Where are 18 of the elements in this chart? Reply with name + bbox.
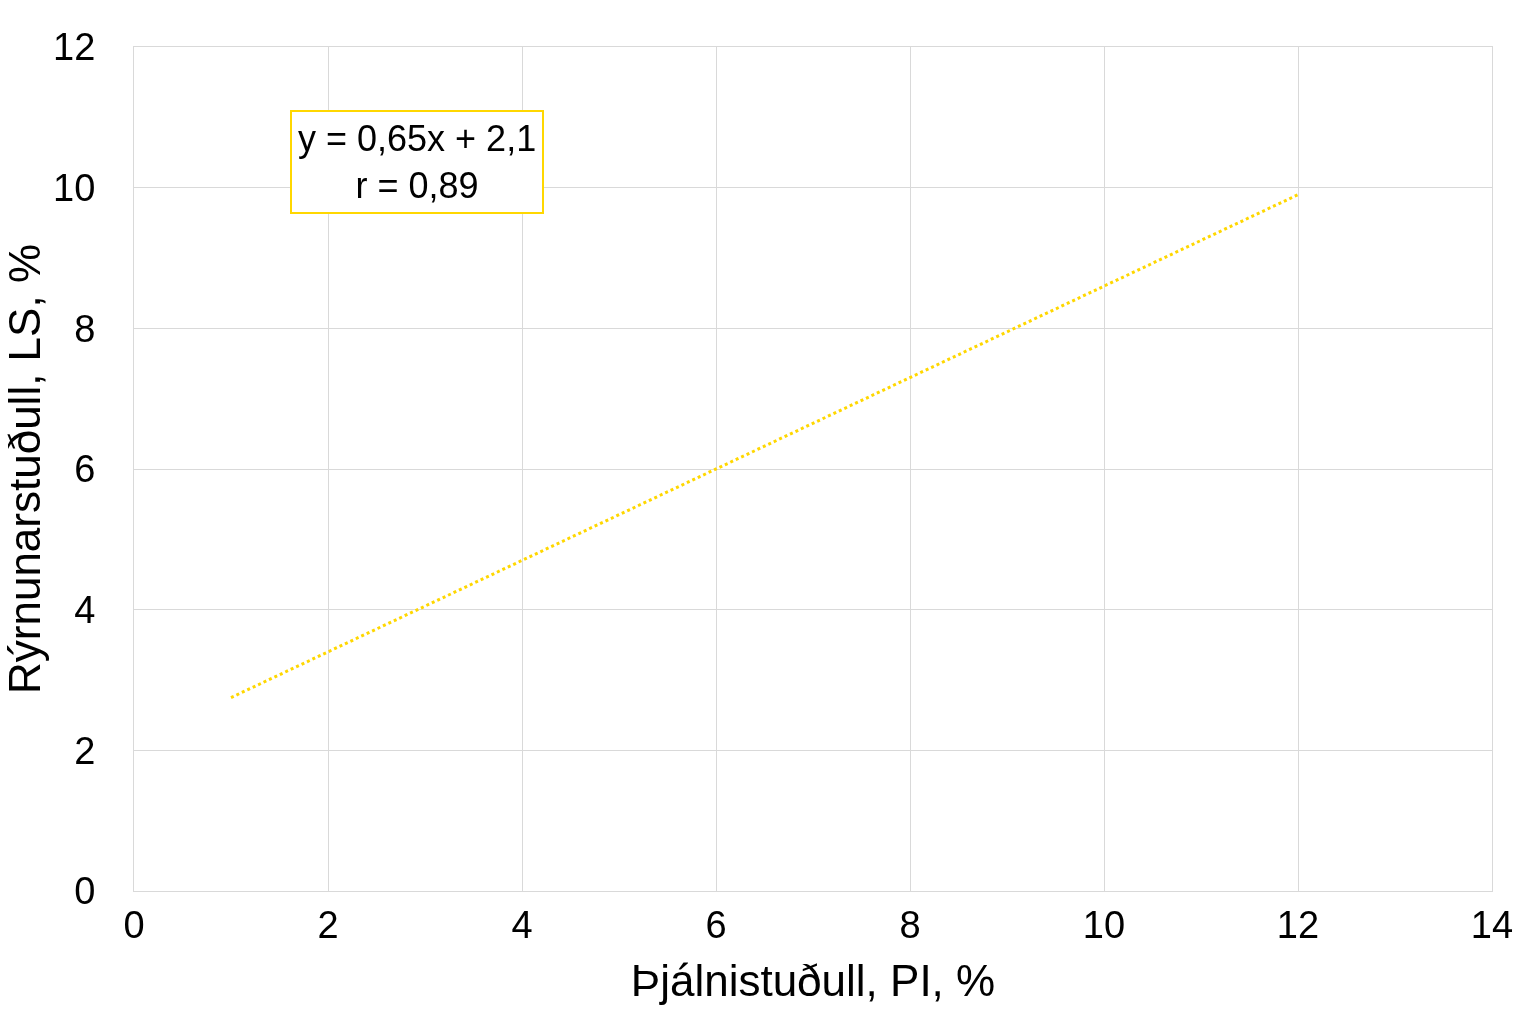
annotation: y = 0,65x + 2,1 r = 0,89	[298, 118, 537, 206]
y-tick-label: 2	[74, 729, 96, 772]
x-tick-label: 0	[123, 903, 145, 946]
x-tick-label: 14	[1470, 903, 1514, 946]
y-tick-label: 6	[74, 448, 96, 491]
y-tick-label: 12	[53, 26, 96, 69]
x-tick-label: 6	[705, 903, 727, 946]
y-tick-label: 4	[74, 588, 96, 631]
x-tick-label: 4	[511, 903, 533, 946]
x-tick-label: 12	[1276, 903, 1320, 946]
x-tick-label: 10	[1082, 903, 1126, 946]
x-tick-label: 8	[899, 903, 921, 946]
x-axis-title: Þjálnistuðull, PI, %	[630, 955, 996, 1005]
x-tick-label: 2	[317, 903, 339, 946]
y-axis-title: Rýrnunarstuðull, LS, %	[0, 244, 49, 694]
y-tick-label: 0	[74, 870, 96, 913]
y-tick-label: 8	[74, 307, 96, 350]
y-tick-label: 10	[53, 166, 96, 209]
